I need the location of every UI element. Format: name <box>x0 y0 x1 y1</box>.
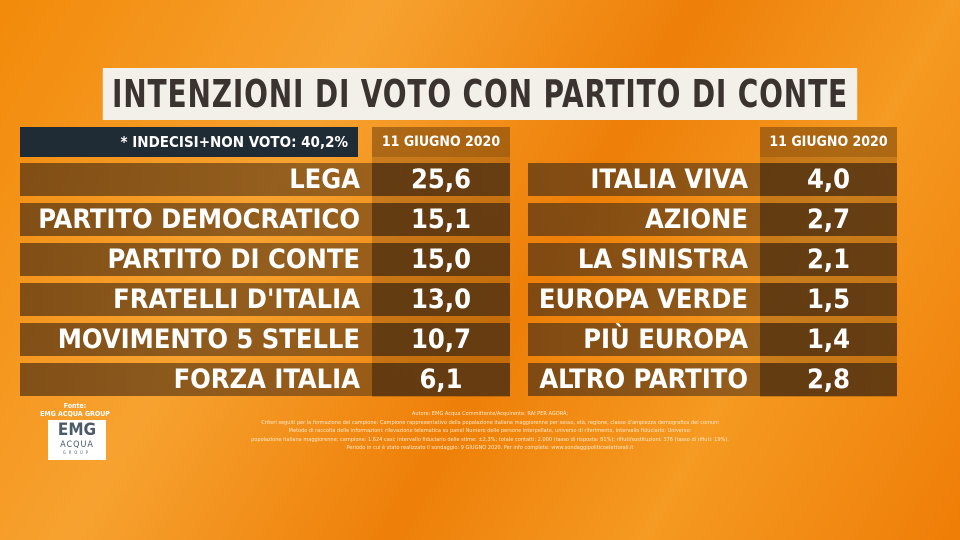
footnote-line: popolazione italiana maggiorenne; campio… <box>251 436 729 443</box>
party-name: ALTRO PARTITO <box>539 364 748 395</box>
party-name: FRATELLI D'ITALIA <box>113 284 360 315</box>
party-value: 2,1 <box>760 243 897 276</box>
emg-logo: EMG ACQUA GROUP <box>48 420 106 460</box>
right-party-row: ITALIA VIVA 4,0 <box>528 163 897 196</box>
party-name: LA SINISTRA <box>577 244 748 275</box>
left-party-row: FRATELLI D'ITALIA 13,0 <box>20 283 510 316</box>
logo-line1: EMG <box>57 420 97 440</box>
party-name: PARTITO DEMOCRATICO <box>38 204 360 235</box>
party-value: 6,1 <box>372 363 510 396</box>
party-name: EUROPA VERDE <box>538 284 748 315</box>
right-party-row: PIÙ EUROPA 1,4 <box>528 323 897 356</box>
footnote-line: Periodo in cui è stato realizzato il son… <box>346 445 634 452</box>
logo-line2: ACQUA <box>60 440 94 450</box>
logo-line3: GROUP <box>63 450 91 455</box>
left-party-row: PARTITO DI CONTE 15,0 <box>20 243 510 276</box>
left-date-header: 11 GIUGNO 2020 <box>372 127 510 157</box>
left-party-row: PARTITO DEMOCRATICO 15,1 <box>20 203 510 236</box>
party-name: MOVIMENTO 5 STELLE <box>57 324 360 355</box>
right-party-row: EUROPA VERDE 1,5 <box>528 283 897 316</box>
party-value: 2,7 <box>760 203 897 236</box>
source-prefix: Fonte: <box>63 402 87 410</box>
left-party-row: MOVIMENTO 5 STELLE 10,7 <box>20 323 510 356</box>
party-name: PIÙ EUROPA <box>583 324 748 355</box>
party-value: 15,1 <box>372 203 510 236</box>
party-name: LEGA <box>289 164 360 195</box>
right-date-header: 11 GIUGNO 2020 <box>760 127 897 157</box>
footnote-line: Criteri seguiti per la formazione del ca… <box>261 419 719 426</box>
methodology-footnote: Autore: EMG Acqua Committente/Acquirente… <box>220 410 760 453</box>
party-value: 13,0 <box>372 283 510 316</box>
party-value: 1,4 <box>760 323 897 356</box>
party-value: 4,0 <box>760 163 897 196</box>
party-name: ITALIA VIVA <box>590 164 748 195</box>
right-party-row: ALTRO PARTITO 2,8 <box>528 363 897 396</box>
source-label: Fonte: EMG ACQUA GROUP <box>40 402 110 418</box>
party-value: 10,7 <box>372 323 510 356</box>
party-name: PARTITO DI CONTE <box>107 244 360 275</box>
right-party-row: AZIONE 2,7 <box>528 203 897 236</box>
party-value: 25,6 <box>372 163 510 196</box>
left-party-row: FORZA ITALIA 6,1 <box>20 363 510 396</box>
footnote-line: Metodo di raccolta delle informazioni: r… <box>288 428 692 435</box>
source-name: EMG ACQUA GROUP <box>40 410 110 418</box>
party-name: FORZA ITALIA <box>173 364 360 395</box>
page-title: INTENZIONI DI VOTO CON PARTITO DI CONTE <box>102 68 858 120</box>
party-value: 2,8 <box>760 363 897 396</box>
right-party-row: LA SINISTRA 2,1 <box>528 243 897 276</box>
party-value: 15,0 <box>372 243 510 276</box>
footnote-line: Autore: EMG Acqua Committente/Acquirente… <box>411 411 569 417</box>
party-name: AZIONE <box>644 204 748 235</box>
party-value: 1,5 <box>760 283 897 316</box>
undecided-note: * INDECISI+NON VOTO: 40,2% <box>20 127 358 157</box>
left-party-row: LEGA 25,6 <box>20 163 510 196</box>
